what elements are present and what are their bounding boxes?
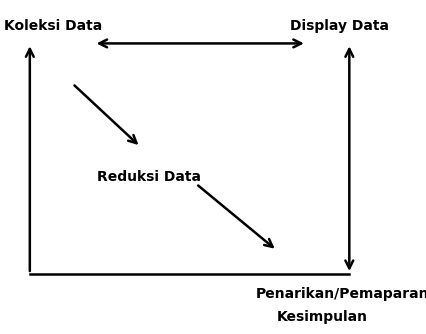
Text: Kesimpulan: Kesimpulan [277, 310, 368, 324]
Text: Penarikan/Pemaparan: Penarikan/Pemaparan [256, 287, 426, 301]
Text: Koleksi Data: Koleksi Data [4, 19, 103, 33]
Text: Reduksi Data: Reduksi Data [97, 170, 201, 184]
Text: Display Data: Display Data [290, 19, 389, 33]
